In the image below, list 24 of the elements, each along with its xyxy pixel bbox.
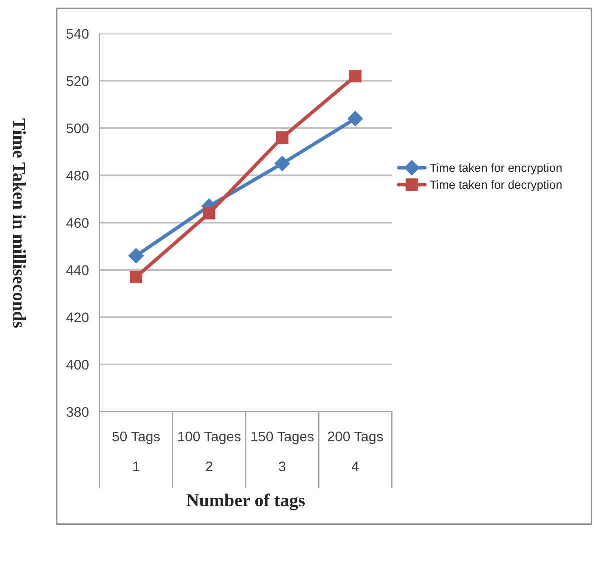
category-label: 150 Tages 3 [252, 432, 314, 472]
y-tick-label: 500 [66, 124, 89, 134]
y-tick-label: 520 [66, 76, 89, 86]
point [203, 207, 216, 220]
y-tick-label: 380 [66, 407, 89, 418]
y-tick-label: 400 [66, 360, 89, 370]
point [349, 70, 362, 83]
y-tick-label: 480 [66, 170, 89, 181]
y-axis-title: Time Taken in milliseconds [13, 118, 26, 328]
point [276, 132, 289, 144]
y-tick-label: 440 [66, 266, 89, 276]
point [128, 248, 144, 264]
category-label: 50 Tags 1 [112, 432, 160, 472]
y-tick-label: 420 [66, 312, 89, 323]
y-tick-label: 460 [66, 218, 89, 228]
point [274, 156, 290, 172]
x-axis-title: Number of tags [186, 494, 305, 510]
legend-label: Time taken for decryption [430, 180, 562, 192]
y-tick-label: 540 [66, 29, 89, 39]
category-label: 100 Tages 2 [178, 432, 241, 472]
category-label: 200 Tags 4 [328, 432, 384, 472]
point [348, 111, 364, 127]
legend-label: Time taken for encryption [430, 164, 562, 175]
point [130, 271, 143, 284]
